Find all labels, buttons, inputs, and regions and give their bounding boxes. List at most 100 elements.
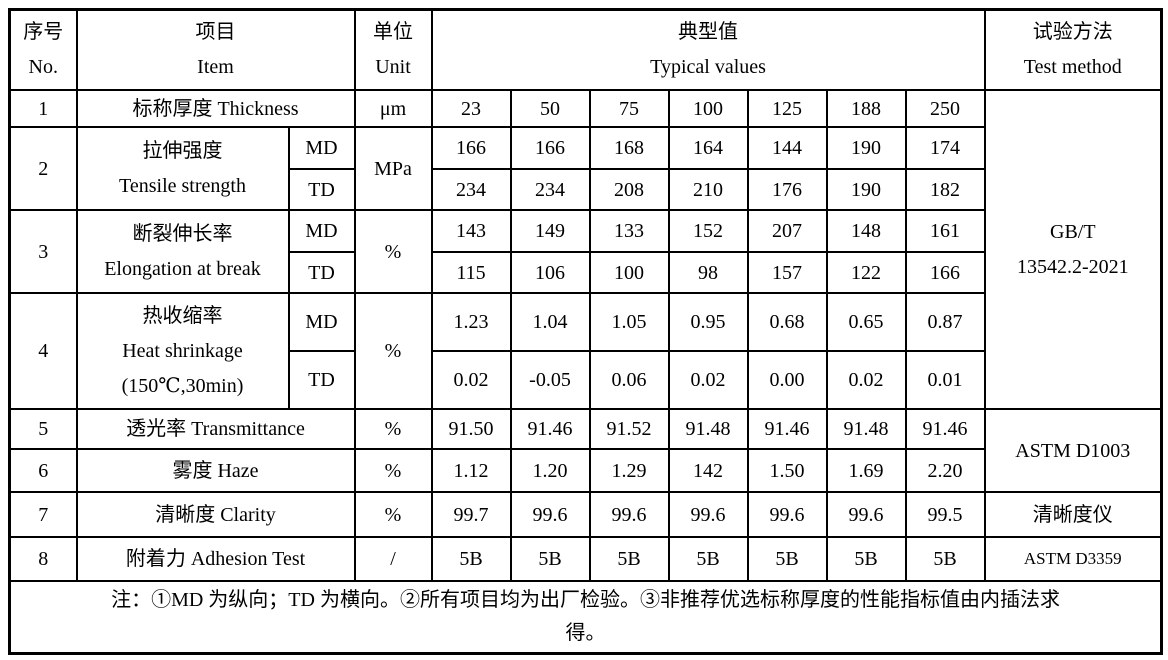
cell-direction-md: MD (287, 126, 356, 170)
cell-value: 0.00 (746, 350, 828, 410)
cell-direction-md: MD (287, 292, 356, 352)
cell-value: 91.50 (430, 408, 512, 450)
datasheet-table-container: 序号 No. 项目 Item 单位 Unit 典型值 Typical value… (8, 8, 1164, 655)
cell-unit: % (353, 408, 433, 450)
cell-value: 182 (904, 168, 986, 211)
cell-unit: / (353, 536, 433, 582)
cell-item-transmittance: 透光率 Transmittance (75, 408, 356, 450)
cell-value: 166 (430, 126, 512, 170)
cell-value: 2.20 (904, 448, 986, 493)
header-row: 序号 No. 项目 Item 单位 Unit 典型值 Typical value… (8, 8, 1163, 91)
cell-value: 98 (667, 251, 749, 294)
cell-value: 0.65 (825, 292, 907, 352)
cell-value: 125 (746, 89, 828, 128)
header-no: 序号 No. (8, 8, 78, 91)
header-method-zh: 试验方法 (1032, 21, 1113, 43)
header-item-en: Item (197, 56, 234, 78)
cell-no: 2 (8, 126, 78, 211)
cell-value: 91.52 (588, 408, 670, 450)
cell-value: 157 (746, 251, 828, 294)
header-unit: 单位 Unit (353, 8, 433, 91)
typical-values-table: 序号 No. 项目 Item 单位 Unit 典型值 Typical value… (8, 8, 1164, 655)
cell-value: 161 (904, 209, 986, 253)
cell-value: 5B (509, 536, 591, 582)
cell-value: 50 (509, 89, 591, 128)
cell-value: 148 (825, 209, 907, 253)
row-tensile-td: TD 234 234 208 210 176 190 182 (10, 168, 1162, 211)
cell-value: 133 (588, 209, 670, 253)
cell-value: 99.6 (825, 491, 907, 538)
header-test-method: 试验方法 Test method (983, 8, 1163, 91)
cell-value: 100 (588, 251, 670, 294)
cell-value: 100 (667, 89, 749, 128)
cell-value: 234 (509, 168, 591, 211)
cell-value: 0.06 (588, 350, 670, 410)
cell-value: 1.29 (588, 448, 670, 493)
cell-value: 1.20 (509, 448, 591, 493)
cell-value: 1.04 (509, 292, 591, 352)
header-typical-values: 典型值 Typical values (430, 8, 986, 91)
cell-value: 166 (904, 251, 986, 294)
cell-value: 91.48 (825, 408, 907, 450)
footnote: 注：①MD 为纵向；TD 为横向。②所有项目均为出厂检验。③非推荐优选标称厚度的… (8, 580, 1163, 655)
cell-no: 8 (8, 536, 78, 582)
item-tensile-en: Tensile strength (119, 174, 246, 197)
row-shrinkage-td: TD 0.02 -0.05 0.06 0.02 0.00 0.02 0.01 (10, 350, 1162, 410)
header-method-en: Test method (1023, 56, 1122, 78)
cell-item-shrinkage: 热收缩率 Heat shrinkage (150℃,30min) (75, 292, 290, 410)
cell-value: 142 (667, 448, 749, 493)
cell-value: 0.68 (746, 292, 828, 352)
cell-method-astm-d3359: ASTM D3359 (983, 536, 1163, 582)
cell-no: 5 (8, 408, 78, 450)
cell-no: 6 (8, 448, 78, 493)
cell-unit: % (353, 491, 433, 538)
cell-value: 250 (904, 89, 986, 128)
item-tensile-zh: 拉伸强度 (142, 139, 223, 162)
cell-no: 4 (8, 292, 78, 410)
cell-value: 91.48 (667, 408, 749, 450)
footnote-line1: 注：①MD 为纵向；TD 为横向。②所有项目均为出厂检验。③非推荐优选标称厚度的… (111, 589, 1060, 611)
cell-item-elongation: 断裂伸长率 Elongation at break (75, 209, 290, 294)
cell-value: 115 (430, 251, 512, 294)
cell-value: 23 (430, 89, 512, 128)
cell-value: 99.5 (904, 491, 986, 538)
cell-item-haze: 雾度 Haze (75, 448, 356, 493)
row-transmittance: 5 透光率 Transmittance % 91.50 91.46 91.52 … (8, 408, 1163, 493)
header-typical-zh: 典型值 (678, 21, 739, 43)
row-haze: 6 雾度 Haze % 1.12 1.20 1.29 142 1.50 1.69… (8, 448, 1162, 493)
method-gbt-line2: 13542.2-2021 (1016, 255, 1129, 278)
cell-value: -0.05 (509, 350, 591, 410)
row-thickness: 1 标称厚度 Thickness μm 23 50 75 100 125 188… (8, 89, 1163, 410)
cell-value: 143 (430, 209, 512, 253)
cell-unit: μm (353, 89, 433, 128)
cell-value: 5B (430, 536, 512, 582)
item-shrinkage-condition: (150℃,30min) (121, 374, 244, 397)
cell-method-astm-d1003: ASTM D1003 (983, 408, 1163, 493)
row-elongation-md: 3 断裂伸长率 Elongation at break MD % 143 149… (8, 209, 1162, 294)
cell-item-clarity: 清晰度 Clarity (75, 491, 356, 538)
cell-value: 5B (588, 536, 670, 582)
cell-value: 99.6 (746, 491, 828, 538)
cell-unit: MPa (353, 126, 433, 211)
cell-value: 210 (667, 168, 749, 211)
row-tensile-md: 2 拉伸强度 Tensile strength MD MPa 166 166 1… (8, 126, 1162, 211)
cell-value: 5B (746, 536, 828, 582)
footnote-line2: 得。 (565, 622, 606, 644)
cell-value: 1.12 (430, 448, 512, 493)
cell-value: 1.50 (746, 448, 828, 493)
cell-value: 1.69 (825, 448, 907, 493)
cell-value: 152 (667, 209, 749, 253)
cell-unit: % (353, 292, 433, 410)
cell-value: 188 (825, 89, 907, 128)
cell-value: 208 (588, 168, 670, 211)
cell-no: 1 (8, 89, 78, 128)
cell-value: 75 (588, 89, 670, 128)
cell-value: 99.6 (509, 491, 591, 538)
header-no-zh: 序号 (23, 21, 64, 43)
cell-no: 7 (8, 491, 78, 538)
cell-value: 5B (904, 536, 986, 582)
cell-value: 144 (746, 126, 828, 170)
header-item: 项目 Item (75, 8, 356, 91)
cell-item-thickness: 标称厚度 Thickness (75, 89, 356, 128)
cell-method-clarity-meter: 清晰度仪 (983, 491, 1163, 538)
